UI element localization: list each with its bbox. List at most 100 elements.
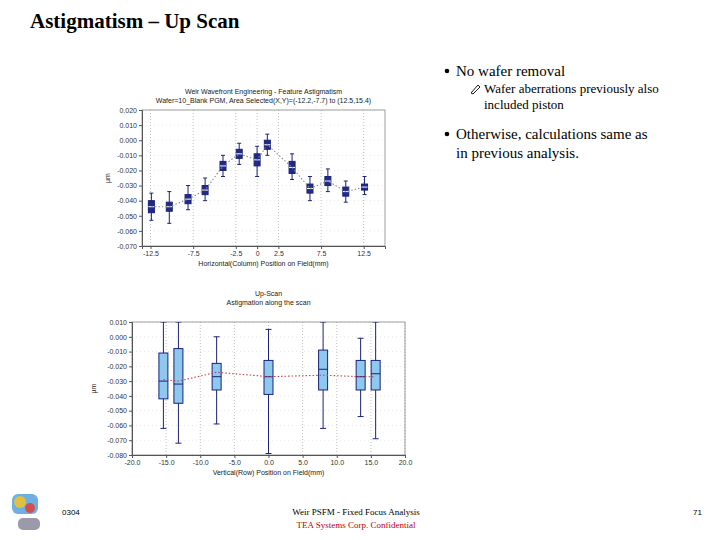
bullet-text: No wafer removal bbox=[456, 63, 565, 79]
whisker-cap-low bbox=[237, 164, 241, 165]
grid-line-x bbox=[193, 110, 194, 246]
grid-line-y bbox=[142, 155, 385, 156]
grid-line-y bbox=[142, 230, 385, 231]
y-tick: -0.050 bbox=[107, 407, 132, 414]
whisker-cap-low bbox=[373, 438, 379, 439]
whisker-cap-high bbox=[237, 143, 241, 144]
y-tick-label: -0.070 bbox=[107, 437, 127, 444]
box-body bbox=[325, 176, 331, 185]
grid-line-x bbox=[235, 110, 236, 246]
plot-marks bbox=[159, 322, 380, 454]
whisker-cap-high bbox=[255, 146, 259, 147]
y-tick-mark bbox=[129, 381, 132, 382]
x-tick-label: 0 bbox=[256, 250, 260, 257]
box bbox=[159, 322, 168, 428]
y-tick: 0.000 bbox=[119, 137, 142, 144]
box-median bbox=[159, 381, 168, 382]
x-tick: -5.0 bbox=[229, 455, 241, 466]
x-tick-label: 7.5 bbox=[317, 250, 327, 257]
box-median bbox=[174, 384, 183, 385]
x-tick: 10.0 bbox=[330, 455, 344, 466]
x-tick-mark bbox=[200, 455, 201, 458]
x-axis-title: Vertical(Row) Position on Field(mm) bbox=[213, 469, 325, 477]
x-tick-mark bbox=[303, 455, 304, 458]
whisker-cap-low bbox=[255, 176, 259, 177]
x-tick-mark bbox=[371, 455, 372, 458]
box-body bbox=[148, 201, 154, 213]
whisker-cap-high bbox=[214, 336, 220, 337]
whisker-cap-high bbox=[290, 153, 294, 154]
x-tick: 15.0 bbox=[365, 455, 379, 466]
bullet-text: in previous analysis. bbox=[456, 145, 579, 161]
whisker-cap-low bbox=[266, 453, 272, 454]
grid bbox=[132, 322, 405, 455]
box-median bbox=[371, 373, 380, 374]
box-body bbox=[356, 360, 365, 390]
box-body bbox=[264, 360, 273, 394]
whisker-cap-low bbox=[308, 200, 312, 201]
chart-title: Weir Wavefront Engineering - Feature Ast… bbox=[185, 88, 342, 96]
box-median bbox=[356, 376, 365, 377]
logo bbox=[12, 494, 40, 530]
whisker-cap-low bbox=[363, 194, 367, 195]
y-tick: -0.020 bbox=[117, 167, 142, 174]
box-body bbox=[185, 195, 191, 204]
y-tick-label: -0.060 bbox=[107, 422, 127, 429]
box-body bbox=[212, 363, 221, 390]
sub-bullet-text: included piston bbox=[484, 97, 564, 112]
y-axis-title: µm bbox=[90, 383, 98, 393]
grid-line-y bbox=[142, 185, 385, 186]
x-tick-mark bbox=[269, 455, 270, 458]
y-tick: -0.050 bbox=[117, 213, 142, 220]
y-tick-mark bbox=[139, 140, 142, 141]
y-tick-label: -0.050 bbox=[107, 407, 127, 414]
y-tick: -0.030 bbox=[107, 378, 132, 385]
grid-line-y bbox=[142, 200, 385, 201]
y-tick-mark bbox=[129, 337, 132, 338]
y-tick-label: 0.000 bbox=[119, 137, 137, 144]
whisker-cap-low bbox=[186, 209, 190, 210]
x-tick: -10.0 bbox=[193, 455, 209, 466]
x-tick: 12.5 bbox=[357, 246, 371, 257]
grid-line-x bbox=[200, 322, 201, 455]
y-tick-label: -0.020 bbox=[117, 167, 137, 174]
logo-shape bbox=[18, 518, 40, 530]
grid-line-y bbox=[142, 125, 385, 126]
footer-confidential: TEA Systems Corp. Confidential bbox=[297, 520, 416, 530]
y-tick-label: -0.040 bbox=[107, 393, 127, 400]
whisker-cap-low bbox=[290, 179, 294, 180]
whisker-cap-high bbox=[320, 322, 326, 323]
mean-line bbox=[163, 372, 375, 381]
box bbox=[254, 146, 260, 176]
y-tick: 0.010 bbox=[119, 122, 142, 129]
box-body bbox=[371, 360, 380, 390]
x-tick-mark bbox=[257, 246, 258, 249]
background bbox=[0, 0, 720, 540]
y-tick-label: 0.020 bbox=[119, 107, 137, 114]
slide-title: Astigmatism – Up Scan bbox=[30, 9, 240, 33]
y-tick-mark bbox=[139, 216, 142, 217]
y-tick-label: -0.020 bbox=[107, 363, 127, 370]
bullet-dot bbox=[445, 69, 450, 74]
x-tick-label: -5.0 bbox=[229, 459, 241, 466]
x-tick-label: 2.5 bbox=[274, 250, 284, 257]
grid bbox=[142, 110, 385, 246]
box bbox=[212, 337, 221, 424]
chart-title: Up-Scan bbox=[255, 290, 282, 298]
plot-area bbox=[142, 110, 385, 246]
sub-bullet-text: Wafer aberrations previously also bbox=[484, 81, 659, 96]
y-tick-label: -0.010 bbox=[107, 348, 127, 355]
y-tick: -0.010 bbox=[107, 348, 132, 355]
x-axis-line bbox=[133, 456, 406, 459]
y-tick-mark bbox=[129, 396, 132, 397]
y-tick-mark bbox=[139, 246, 142, 247]
x-axis: -20.0-15.0-10.0-5.00.05.010.015.020.0 bbox=[125, 455, 413, 466]
x-tick-label: 5.0 bbox=[298, 459, 308, 466]
logo-shape bbox=[25, 503, 35, 513]
x-axis: -12.5-7.5-2.502.57.512.5 bbox=[143, 246, 386, 257]
y-tick: -0.060 bbox=[107, 422, 132, 429]
x-tick-label: 0.0 bbox=[264, 459, 274, 466]
y-tick: -0.030 bbox=[117, 182, 142, 189]
y-tick-mark bbox=[129, 440, 132, 441]
y-tick-label: 0.000 bbox=[109, 334, 127, 341]
